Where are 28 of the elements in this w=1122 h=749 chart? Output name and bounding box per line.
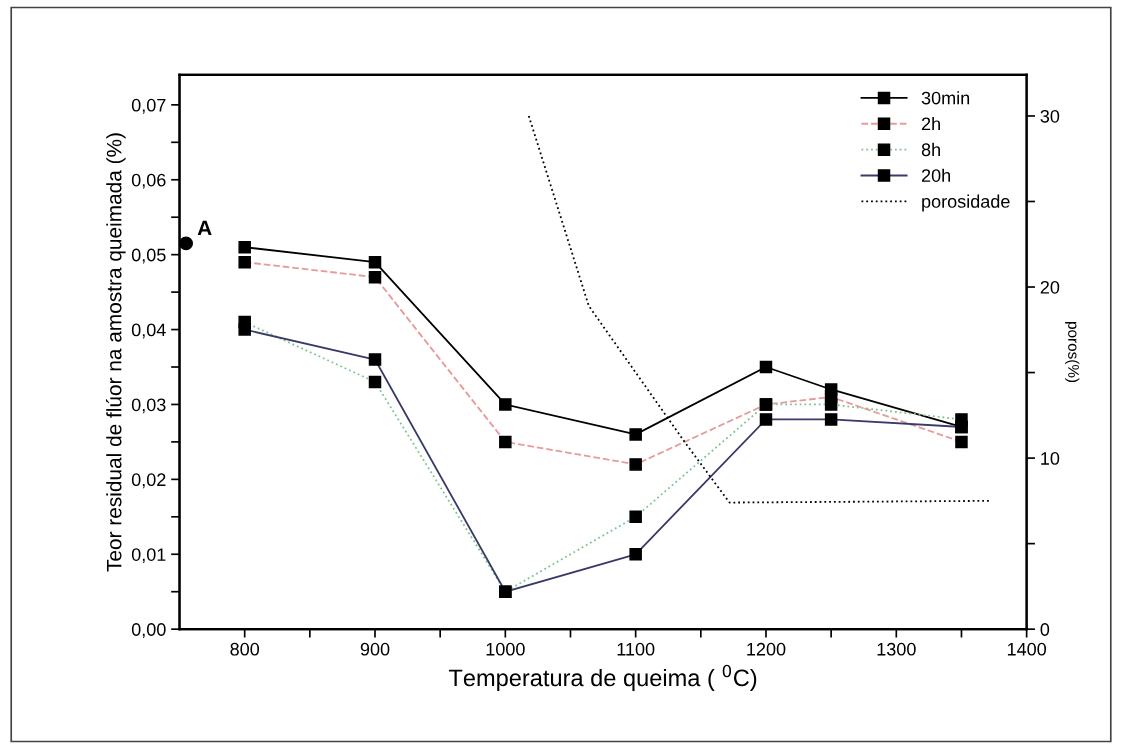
x-tick-label: 800: [230, 642, 260, 656]
y2-axis-title: poros(%): [1065, 322, 1080, 383]
y2-tick-label: 10: [1041, 452, 1060, 465]
legend-label: porosidade: [922, 194, 1010, 212]
y-tick-label: 0,03: [131, 398, 166, 414]
annotation: A: [197, 220, 212, 236]
y-tick-label: 0,05: [131, 248, 166, 264]
x-tick-label: 1200: [747, 642, 786, 656]
y2-tick-label: 0: [1040, 623, 1050, 636]
y-tick-label: 0,07: [131, 98, 166, 114]
x-tick-label: 1000: [486, 642, 525, 656]
y-tick-label: 0,06: [131, 173, 166, 189]
legend-label: 8h: [921, 142, 940, 157]
y2-tick-label: 20: [1040, 280, 1060, 294]
x-tick-label: 1100: [617, 642, 655, 656]
legend-label: 2h: [921, 117, 940, 131]
y2-tick-label: 30: [1040, 109, 1060, 123]
x-tick-label: 1300: [877, 642, 916, 656]
x-tick-label: 900: [360, 642, 390, 656]
legend-label: 20h: [921, 168, 950, 182]
y-tick-label: 0,00: [131, 623, 166, 639]
y-tick-label: 0,01: [131, 548, 166, 564]
y-tick-label: 0,02: [131, 473, 166, 489]
x-axis-title: Temperatura de queima ( $^{0}$C): [448, 664, 757, 691]
legend-label: 30min: [921, 91, 970, 105]
x-tick-label: 1400: [1007, 642, 1047, 656]
y-tick-label: 0,04: [131, 323, 166, 339]
y-axis-title: Teor residual de flúor na amostra queimada (%): [105, 133, 126, 572]
